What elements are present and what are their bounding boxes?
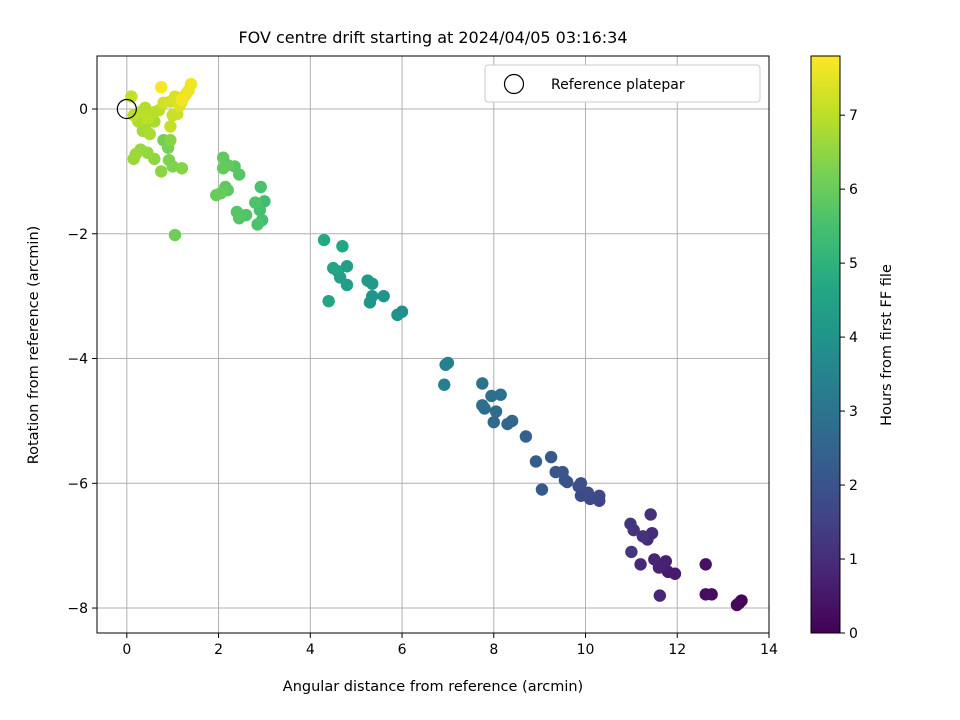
legend-box <box>484 64 761 103</box>
scatter-point <box>249 196 262 209</box>
scatter-point <box>184 77 198 91</box>
x-tick-label: 10 <box>577 642 595 658</box>
scatter-point <box>489 405 503 418</box>
scatter-point <box>127 152 140 166</box>
scatter-point <box>441 356 455 370</box>
colorbar-gradient <box>811 56 840 633</box>
scatter-point <box>141 112 154 125</box>
scatter-point <box>544 450 558 464</box>
colorbar: 0 1 2 3 4 5 6 7 Hours from first FF file <box>810 55 895 642</box>
scatter-point <box>438 378 451 391</box>
scatter-point <box>487 415 500 429</box>
scatter-point <box>363 296 377 309</box>
scatter-point <box>322 294 335 308</box>
scatter-point <box>625 545 638 559</box>
scatter-point <box>138 101 152 114</box>
scatter-point <box>501 417 514 431</box>
colorbar-tick-label: 2 <box>849 478 858 494</box>
scatter-point <box>336 240 349 253</box>
scatter-point <box>340 260 354 273</box>
x-tick-label: 2 <box>214 642 223 658</box>
scatter-point <box>574 477 588 490</box>
colorbar-tick-label: 4 <box>849 330 858 346</box>
scatter-point <box>648 553 661 566</box>
scatter-point <box>636 530 650 543</box>
scatter-point <box>653 589 667 602</box>
colorbar-tick-label: 7 <box>849 108 858 124</box>
plot-area: 0 2 4 6 8 10 12 14 −8 −6 −4 −2 0 <box>67 55 778 658</box>
grid-lines <box>97 56 769 633</box>
scatter-point <box>634 558 647 571</box>
scatter-point <box>216 151 230 164</box>
legend: Reference platepar <box>484 64 761 103</box>
scatter-point <box>317 233 331 247</box>
colorbar-tick-label: 3 <box>849 404 858 420</box>
scatter-point <box>494 388 507 401</box>
scatter-point <box>155 165 168 178</box>
scatter-point <box>644 508 657 521</box>
colorbar-frame <box>810 55 841 634</box>
x-axis-label: Angular distance from reference (arcmin) <box>283 679 583 695</box>
reference-marker-layer <box>116 98 137 120</box>
x-tick-label: 8 <box>489 642 498 658</box>
scatter-point <box>164 134 177 147</box>
scatter-point <box>254 180 267 194</box>
legend-label: Reference platepar <box>551 77 685 93</box>
scatter-point <box>476 399 489 412</box>
reference-marker <box>116 98 137 120</box>
x-tick-label: 12 <box>668 642 686 658</box>
chart-title: FOV centre drift starting at 2024/04/05 … <box>238 28 627 47</box>
scatter-point <box>624 517 637 531</box>
scatter-point <box>519 430 533 443</box>
scatter-point <box>535 483 549 496</box>
y-tick-label: 0 <box>79 102 88 118</box>
plot-background <box>97 56 769 633</box>
scatter-point <box>143 127 156 141</box>
y-axis-ticks: −8 −6 −4 −2 0 <box>67 102 97 617</box>
y-tick-label: −6 <box>67 476 88 492</box>
scatter-point <box>699 588 712 601</box>
colorbar-tick-label: 5 <box>849 256 858 272</box>
scatter-point <box>216 162 230 175</box>
plot-frame <box>96 55 770 634</box>
y-tick-label: −4 <box>67 352 88 368</box>
scatter-point <box>327 261 340 275</box>
x-tick-label: 6 <box>398 642 407 658</box>
scatter-point <box>175 162 189 175</box>
scatter-point <box>391 308 404 322</box>
scatter-point <box>230 205 244 219</box>
scatter-point <box>476 377 489 390</box>
scatter-point <box>730 598 744 612</box>
scatter-point <box>155 80 168 94</box>
y-axis-label: Rotation from reference (arcmin) <box>26 226 42 465</box>
scatter-point <box>699 558 712 571</box>
colorbar-tick-label: 0 <box>849 626 858 642</box>
colorbar-tick-label: 1 <box>849 552 858 568</box>
scatter-point <box>549 465 562 479</box>
scatter-point <box>168 228 182 242</box>
y-tick-label: −8 <box>67 601 88 617</box>
scatter-point <box>164 120 177 133</box>
y-tick-label: −2 <box>67 227 88 243</box>
x-tick-label: 0 <box>122 642 131 658</box>
scatter-point <box>574 489 588 502</box>
x-tick-label: 14 <box>760 642 778 658</box>
scatter-point <box>485 389 498 403</box>
scatter-point <box>529 455 543 468</box>
scatter-point <box>361 274 374 287</box>
scatter-point <box>377 289 390 303</box>
x-axis-ticks: 0 2 4 6 8 10 12 14 <box>122 633 778 658</box>
scatter-point <box>210 188 223 202</box>
scatter-point <box>175 93 189 106</box>
colorbar-label: Hours from first FF file <box>879 264 895 426</box>
scatter-point <box>251 218 264 231</box>
legend-reference-marker-icon <box>503 73 525 95</box>
scatter-points <box>125 77 748 612</box>
colorbar-ticks: 0 1 2 3 4 5 6 7 <box>840 108 858 642</box>
colorbar-tick-label: 6 <box>849 182 858 198</box>
x-tick-label: 4 <box>306 642 315 658</box>
